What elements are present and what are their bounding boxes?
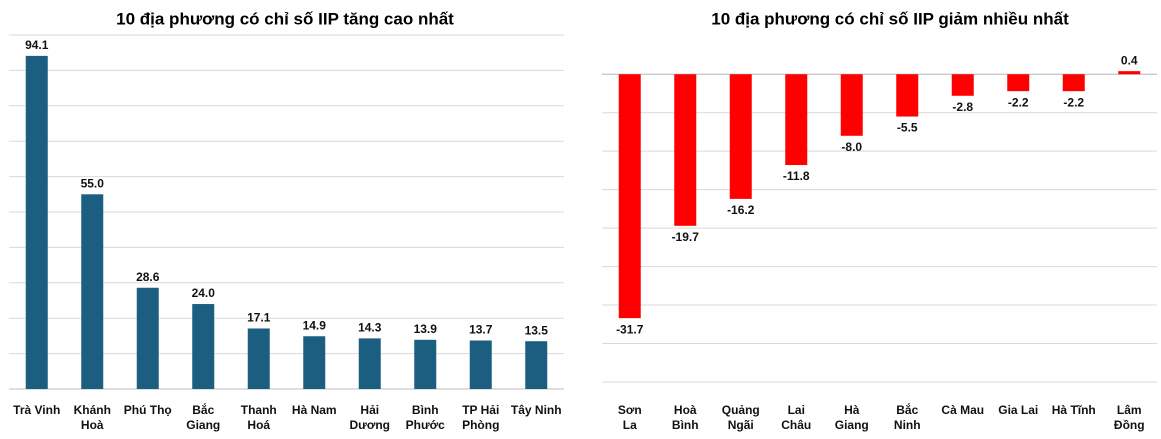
x-tick-label: Khánh Hoà (73, 403, 111, 432)
chart-title: 10 địa phương có chỉ số IIP giảm nhiều n… (711, 9, 1069, 28)
x-tick-label: Hà Tĩnh (1051, 403, 1096, 417)
bar (1118, 71, 1141, 75)
bar (785, 74, 808, 166)
x-tick-label: Bắc Ninh (893, 403, 921, 432)
x-tick-label: Phú Thọ (123, 403, 172, 417)
bar (618, 74, 641, 319)
data-label: 0.4 (1121, 53, 1138, 67)
data-label: -11.8 (783, 169, 810, 183)
data-label: 55.0 (81, 176, 105, 190)
data-label: 13.9 (414, 322, 438, 336)
data-label: 14.3 (358, 321, 382, 335)
data-label: 14.9 (303, 318, 327, 332)
bar (840, 74, 863, 136)
x-tick-label: Lai Châu (781, 403, 812, 432)
bar (81, 194, 104, 389)
data-label: -2.2 (1063, 95, 1084, 109)
x-tick-label: Gia Lai (998, 403, 1039, 417)
bar (951, 74, 974, 96)
bar (469, 340, 492, 389)
chart-title: 10 địa phương có chỉ số IIP tăng cao nhấ… (116, 9, 454, 28)
x-tick-label: Cà Mau (941, 403, 985, 417)
bar (247, 328, 270, 389)
x-tick-label: Thanh Hoá (240, 403, 277, 432)
x-tick-label: Bình Phước (405, 403, 445, 432)
x-tick-label: TP Hải Phòng (462, 403, 500, 432)
bar (25, 55, 48, 390)
x-tick-label: Bắc Giang (186, 403, 221, 432)
x-tick-label: Lâm Đồng (1113, 403, 1145, 432)
bar (303, 336, 326, 389)
x-tick-label: Hoà Bình (671, 403, 699, 432)
bar (729, 74, 752, 199)
bar (525, 341, 548, 389)
data-label: -5.5 (897, 121, 918, 135)
bar (1062, 74, 1085, 92)
data-label: -2.2 (1008, 95, 1029, 109)
x-tick-label: Trà Vinh (13, 403, 61, 417)
x-tick-label: Hà Nam (291, 403, 337, 417)
x-tick-label: Sơn La (617, 403, 642, 432)
data-label: -19.7 (672, 230, 700, 244)
data-label: 94.1 (25, 38, 49, 52)
x-tick-label: Hải Dương (349, 403, 391, 432)
data-label: -8.0 (841, 140, 862, 154)
bar (136, 287, 159, 389)
bar (414, 339, 437, 389)
data-label: -16.2 (727, 203, 755, 217)
bar (674, 74, 697, 226)
x-tick-label: Tây Ninh (510, 403, 562, 417)
data-label: 28.6 (136, 270, 160, 284)
bar (1007, 74, 1030, 92)
bar (896, 74, 919, 117)
data-label: -31.7 (616, 322, 644, 336)
bar (192, 304, 215, 389)
bar (358, 338, 381, 389)
data-label: -2.8 (952, 100, 973, 114)
data-label: 13.7 (469, 323, 493, 337)
data-label: 17.1 (247, 311, 271, 325)
x-tick-label: Quảng Ngãi (721, 403, 760, 432)
data-label: 24.0 (192, 286, 216, 300)
data-label: 13.5 (525, 323, 549, 337)
x-tick-label: Hà Giang (834, 403, 869, 432)
